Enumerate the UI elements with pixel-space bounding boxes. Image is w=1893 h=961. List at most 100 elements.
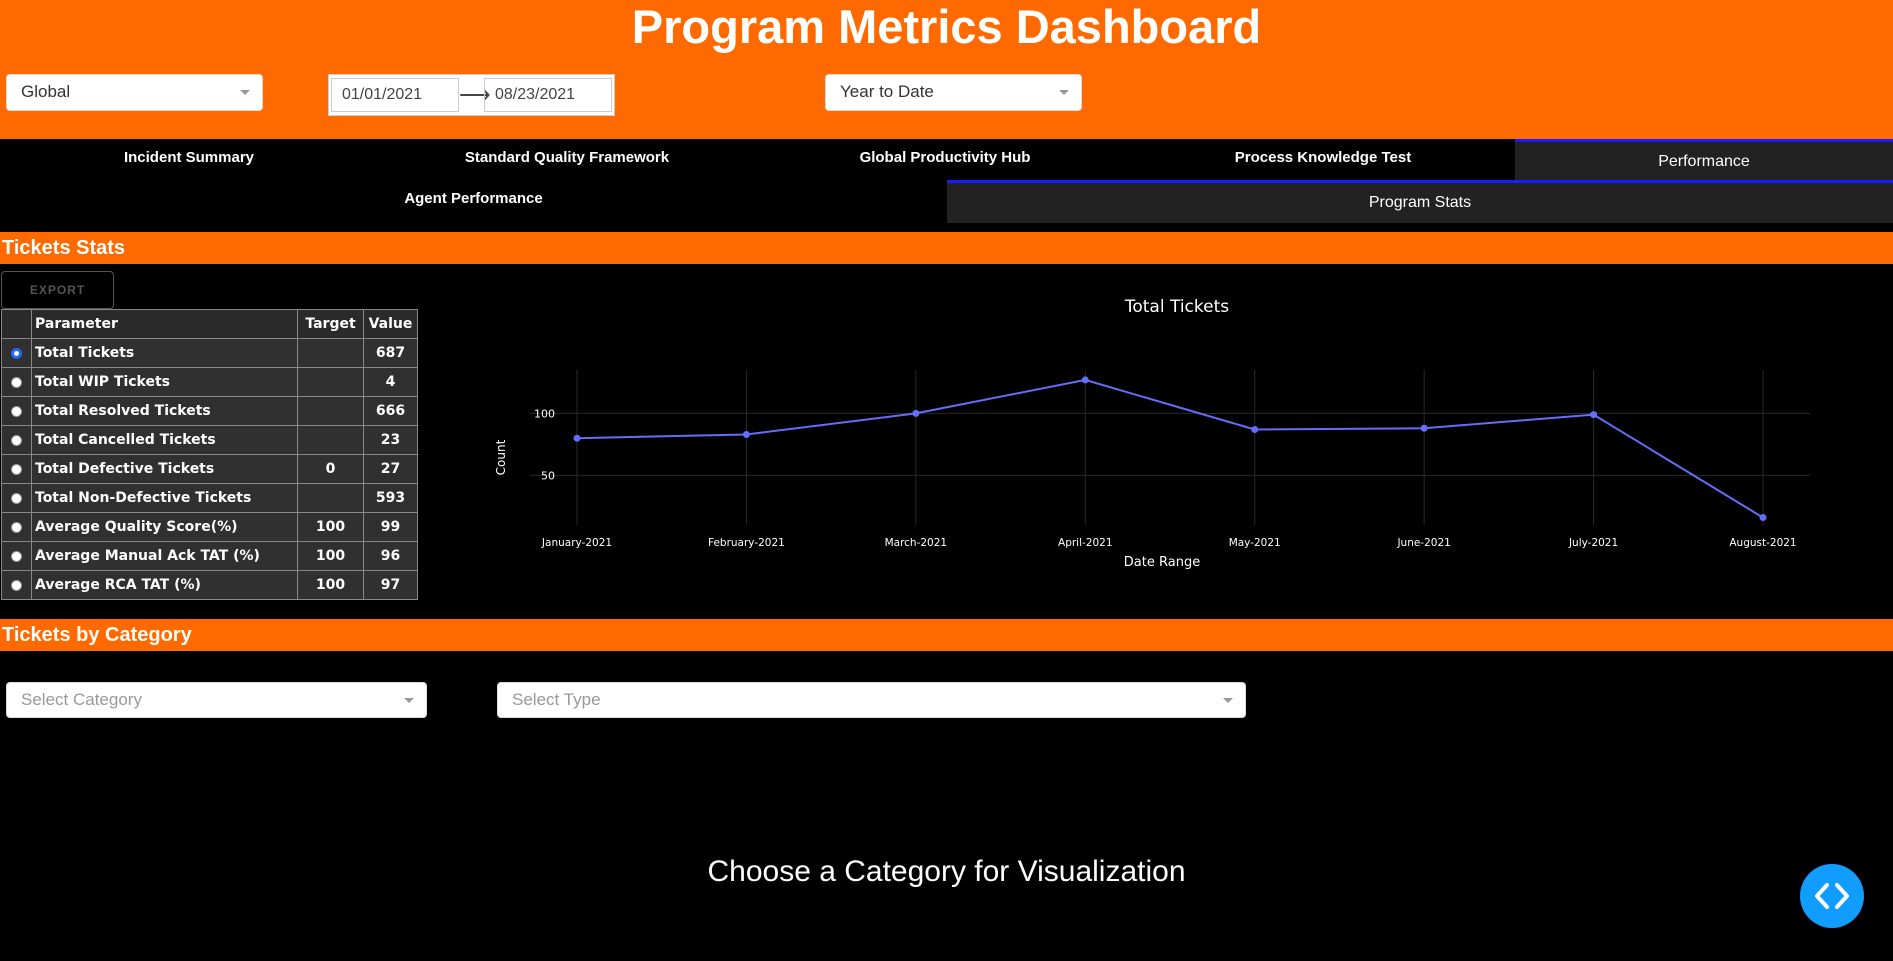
row-select-radio[interactable] <box>1 425 32 455</box>
value-cell: 687 <box>363 338 418 368</box>
value-cell: 23 <box>363 425 418 455</box>
header-bar: Program Metrics Dashboard Global 01/01/2… <box>0 0 1893 139</box>
tab-program-stats[interactable]: Program Stats <box>947 180 1893 223</box>
x-tick-label: February-2021 <box>708 537 785 549</box>
type-dropdown[interactable]: Select Type <box>497 682 1246 718</box>
chevron-down-icon <box>1223 698 1233 703</box>
table-row[interactable]: Total Defective Tickets 0 27 <box>1 454 418 484</box>
category-dropdown-placeholder: Select Category <box>21 690 142 709</box>
tab-global-productivity-hub[interactable]: Global Productivity Hub <box>756 139 1134 175</box>
total-tickets-line-chart: Total Tickets 50 100 January-2021 February-2… <box>494 297 1810 570</box>
period-dropdown[interactable]: Year to Date <box>825 74 1082 111</box>
target-cell <box>297 483 364 513</box>
data-point <box>1251 426 1259 434</box>
value-cell: 99 <box>363 512 418 542</box>
parameter-cell: Total Tickets <box>31 338 298 368</box>
row-select-radio[interactable] <box>1 570 32 600</box>
type-dropdown-placeholder: Select Type <box>512 690 601 709</box>
data-point <box>1081 376 1089 384</box>
table-row[interactable]: Total Resolved Tickets 666 <box>1 396 418 426</box>
radio-icon[interactable] <box>11 434 22 446</box>
row-select-radio[interactable] <box>1 541 32 571</box>
table-header-row: Parameter Target Value <box>1 309 418 339</box>
row-select-radio[interactable] <box>1 396 32 426</box>
category-dropdown[interactable]: Select Category <box>6 682 427 718</box>
radio-icon[interactable] <box>11 521 22 533</box>
row-select-radio[interactable] <box>1 338 32 368</box>
parameter-cell: Average RCA TAT (%) <box>31 570 298 600</box>
page-title: Program Metrics Dashboard <box>631 0 1262 53</box>
parameter-cell: Total Resolved Tickets <box>31 396 298 426</box>
row-select-radio[interactable] <box>1 454 32 484</box>
chevron-down-icon <box>240 90 250 95</box>
start-date-input[interactable]: 01/01/2021 <box>331 78 459 112</box>
table-row[interactable]: Total WIP Tickets 4 <box>1 367 418 397</box>
y-tick-label: 100 <box>534 407 555 420</box>
region-dropdown[interactable]: Global <box>6 74 263 111</box>
y-axis-label: Count <box>494 439 508 475</box>
row-select-radio[interactable] <box>1 512 32 542</box>
column-header-target: Target <box>297 309 364 339</box>
tickets-stats-table: Parameter Target Value Total Tickets 687 T… <box>1 309 418 600</box>
data-point <box>912 409 920 417</box>
tab-agent-performance[interactable]: Agent Performance <box>0 180 947 216</box>
code-brackets-icon <box>1815 883 1849 909</box>
data-point <box>742 430 750 438</box>
parameter-cell: Total Defective Tickets <box>31 454 298 484</box>
parameter-cell: Total Cancelled Tickets <box>31 425 298 455</box>
chevron-down-icon <box>404 698 414 703</box>
table-row[interactable]: Total Tickets 687 <box>1 338 418 368</box>
code-toggle-button[interactable] <box>1800 864 1864 928</box>
table-row[interactable]: Average Manual Ack TAT (%) 100 96 <box>1 541 418 571</box>
chevron-down-icon <box>1059 90 1069 95</box>
radio-icon[interactable] <box>11 550 22 562</box>
x-tick-label: June-2021 <box>1396 537 1450 549</box>
data-point <box>1420 424 1428 432</box>
table-row[interactable]: Total Non-Defective Tickets 593 <box>1 483 418 513</box>
row-select-radio[interactable] <box>1 483 32 513</box>
tickets-by-category-header: Tickets by Category <box>0 619 1893 651</box>
radio-icon[interactable] <box>11 405 22 417</box>
series-line <box>576 378 1764 519</box>
value-cell: 593 <box>363 483 418 513</box>
parameter-cell: Total Non-Defective Tickets <box>31 483 298 513</box>
tab-incident-summary[interactable]: Incident Summary <box>0 139 378 175</box>
radio-icon[interactable] <box>11 376 22 388</box>
column-header-parameter: Parameter <box>31 309 298 339</box>
target-cell: 0 <box>297 454 364 484</box>
target-cell <box>297 367 364 397</box>
radio-icon[interactable] <box>11 463 22 475</box>
table-row[interactable]: Average RCA TAT (%) 100 97 <box>1 570 418 600</box>
tab-performance[interactable]: Performance <box>1515 139 1893 181</box>
target-cell <box>297 425 364 455</box>
table-row[interactable]: Average Quality Score(%) 100 99 <box>1 512 418 542</box>
tab-process-knowledge-test[interactable]: Process Knowledge Test <box>1134 139 1512 175</box>
x-axis-label: Date Range <box>1124 555 1200 570</box>
x-tick-label: March-2021 <box>885 537 948 549</box>
y-tick-label: 50 <box>541 469 555 482</box>
parameter-cell: Average Quality Score(%) <box>31 512 298 542</box>
value-cell: 4 <box>363 367 418 397</box>
x-tick-label: May-2021 <box>1229 537 1281 549</box>
export-button[interactable]: EXPORT <box>1 271 114 309</box>
tickets-stats-header: Tickets Stats <box>0 232 1893 264</box>
end-date-input[interactable]: 08/23/2021 <box>484 78 612 112</box>
row-select-radio[interactable] <box>1 367 32 397</box>
target-cell <box>297 396 364 426</box>
tab-standard-quality-framework[interactable]: Standard Quality Framework <box>378 139 756 175</box>
table-row[interactable]: Total Cancelled Tickets 23 <box>1 425 418 455</box>
chart-title: Total Tickets <box>1124 297 1229 317</box>
parameter-cell: Average Manual Ack TAT (%) <box>31 541 298 571</box>
data-point <box>1590 411 1598 419</box>
x-tick-label: April-2021 <box>1058 537 1113 549</box>
value-cell: 27 <box>363 454 418 484</box>
date-range-picker: 01/01/2021 ⟶ 08/23/2021 <box>328 74 615 116</box>
category-empty-message: Choose a Category for Visualization <box>707 855 1186 888</box>
value-cell: 96 <box>363 541 418 571</box>
radio-icon[interactable] <box>11 347 22 359</box>
radio-icon[interactable] <box>11 579 22 591</box>
target-cell <box>297 338 364 368</box>
radio-icon[interactable] <box>11 492 22 504</box>
parameter-cell: Total WIP Tickets <box>31 367 298 397</box>
target-cell: 100 <box>297 570 364 600</box>
